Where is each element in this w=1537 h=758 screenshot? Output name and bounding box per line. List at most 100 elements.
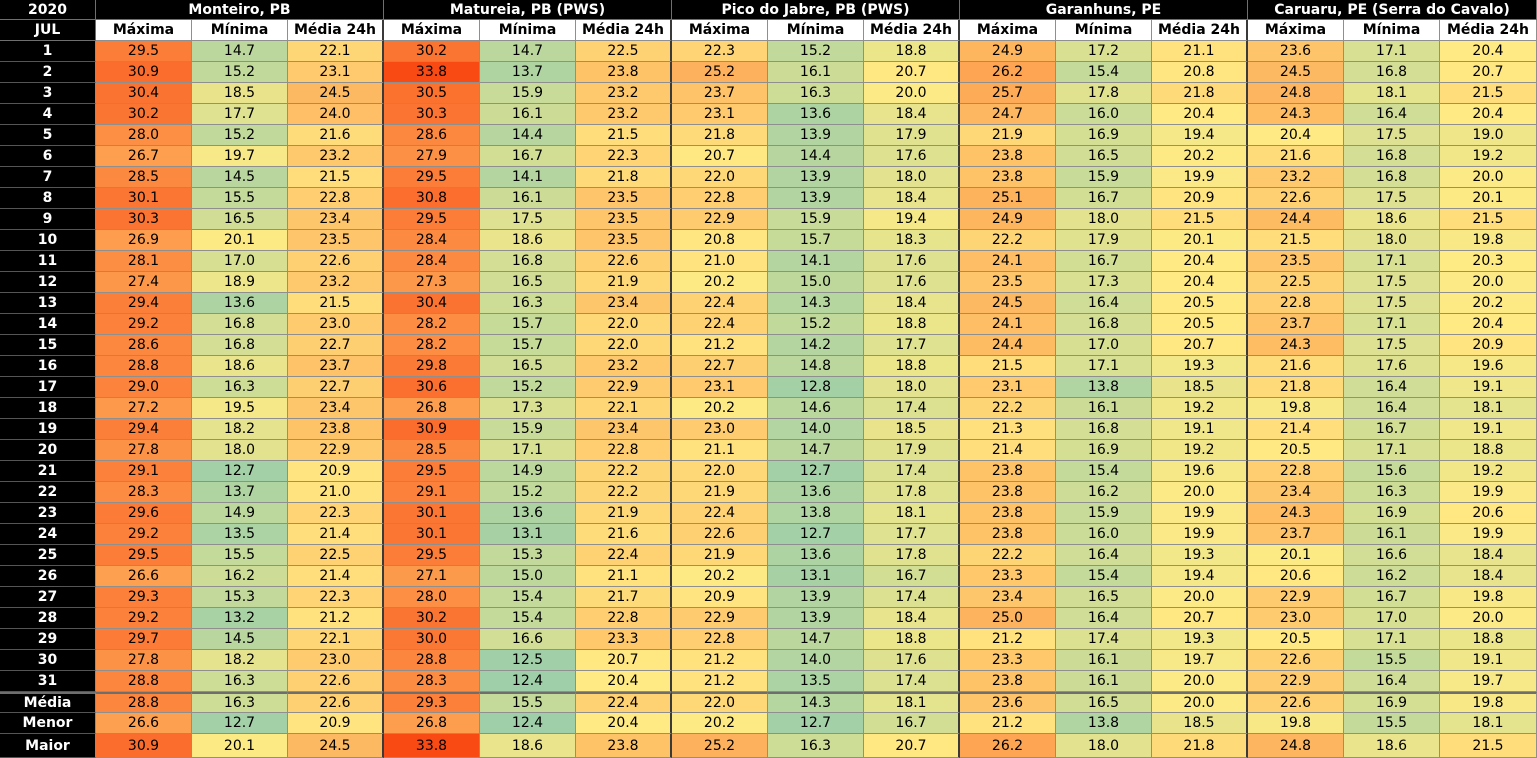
monteiro-day-6-minima-cell: 19.7 xyxy=(192,146,288,167)
caruaru-day-17-maxima-cell: 21.8 xyxy=(1248,377,1344,398)
day-6-label: 6 xyxy=(0,146,96,167)
caruaru-summary-menor-maxima-cell: 19.8 xyxy=(1248,713,1344,734)
matureia-day-23-media-24h-cell: 21.9 xyxy=(576,503,672,524)
pico-do-jabre-day-4-maxima-cell: 23.1 xyxy=(672,104,768,125)
garanhuns-day-5-media-24h-cell: 19.4 xyxy=(1152,125,1248,146)
pico-do-jabre-day-27-minima-cell: 13.9 xyxy=(768,587,864,608)
caruaru-day-2-minima-cell: 16.8 xyxy=(1344,62,1440,83)
caruaru-day-15-minima-cell: 17.5 xyxy=(1344,335,1440,356)
matureia-day-30-media-24h-cell: 20.7 xyxy=(576,650,672,671)
caruaru-day-24-maxima-cell: 23.7 xyxy=(1248,524,1344,545)
monteiro-day-25-minima-cell: 15.5 xyxy=(192,545,288,566)
matureia-summary-media-media-24h-cell: 22.4 xyxy=(576,692,672,713)
garanhuns-summary-media-minima-cell: 16.5 xyxy=(1056,692,1152,713)
caruaru-day-29-maxima-cell: 20.5 xyxy=(1248,629,1344,650)
day-23-label: 23 xyxy=(0,503,96,524)
garanhuns-day-13-media-24h-cell: 20.5 xyxy=(1152,293,1248,314)
monteiro-day-31-maxima-cell: 28.8 xyxy=(96,671,192,692)
pico-do-jabre-day-19-media-24h-cell: 18.5 xyxy=(864,419,960,440)
monteiro-day-24-minima-cell: 13.5 xyxy=(192,524,288,545)
matureia-day-21-media-24h-cell: 22.2 xyxy=(576,461,672,482)
day-9-label: 9 xyxy=(0,209,96,230)
matureia-summary-maior-maxima-cell: 33.8 xyxy=(384,734,480,758)
matureia-day-17-media-24h-cell: 22.9 xyxy=(576,377,672,398)
matureia-day-4-maxima-cell: 30.3 xyxy=(384,104,480,125)
monteiro-day-23-maxima-cell: 29.6 xyxy=(96,503,192,524)
garanhuns-day-3-minima-cell: 17.8 xyxy=(1056,83,1152,104)
garanhuns-day-26-maxima-cell: 23.3 xyxy=(960,566,1056,587)
matureia-day-6-minima-cell: 16.7 xyxy=(480,146,576,167)
caruaru-day-25-maxima-cell: 20.1 xyxy=(1248,545,1344,566)
station-header-garanhuns: Garanhuns, PE xyxy=(960,0,1248,20)
pico-do-jabre-day-5-maxima-cell: 21.8 xyxy=(672,125,768,146)
caruaru-day-27-media-24h-cell: 19.8 xyxy=(1440,587,1537,608)
day-3-label: 3 xyxy=(0,83,96,104)
monteiro-day-10-minima-cell: 20.1 xyxy=(192,230,288,251)
matureia-day-12-maxima-cell: 27.3 xyxy=(384,272,480,293)
caruaru-day-19-maxima-cell: 21.4 xyxy=(1248,419,1344,440)
monteiro-day-27-media-24h-cell: 22.3 xyxy=(288,587,384,608)
monteiro-summary-media-maxima-cell: 28.8 xyxy=(96,692,192,713)
monteiro-day-5-minima-cell: 15.2 xyxy=(192,125,288,146)
matureia-summary-maior-media-24h-cell: 23.8 xyxy=(576,734,672,758)
caruaru-day-22-maxima-cell: 23.4 xyxy=(1248,482,1344,503)
pico-do-jabre-day-14-media-24h-cell: 18.8 xyxy=(864,314,960,335)
garanhuns-day-10-maxima-cell: 22.2 xyxy=(960,230,1056,251)
monteiro-day-29-maxima-cell: 29.7 xyxy=(96,629,192,650)
monteiro-day-13-minima-cell: 13.6 xyxy=(192,293,288,314)
garanhuns-day-16-maxima-cell: 21.5 xyxy=(960,356,1056,377)
garanhuns-day-2-maxima-cell: 26.2 xyxy=(960,62,1056,83)
matureia-day-31-maxima-cell: 28.3 xyxy=(384,671,480,692)
monteiro-day-9-minima-cell: 16.5 xyxy=(192,209,288,230)
pico-do-jabre-maxima-header: Máxima xyxy=(672,20,768,41)
monteiro-day-16-media-24h-cell: 23.7 xyxy=(288,356,384,377)
matureia-day-27-media-24h-cell: 21.7 xyxy=(576,587,672,608)
day-8-label: 8 xyxy=(0,188,96,209)
day-24-label: 24 xyxy=(0,524,96,545)
pico-do-jabre-day-9-minima-cell: 15.9 xyxy=(768,209,864,230)
monteiro-day-14-media-24h-cell: 23.0 xyxy=(288,314,384,335)
pico-do-jabre-summary-menor-maxima-cell: 20.2 xyxy=(672,713,768,734)
caruaru-day-4-maxima-cell: 24.3 xyxy=(1248,104,1344,125)
garanhuns-day-10-minima-cell: 17.9 xyxy=(1056,230,1152,251)
matureia-day-11-media-24h-cell: 22.6 xyxy=(576,251,672,272)
monteiro-minima-header: Mínima xyxy=(192,20,288,41)
matureia-day-16-minima-cell: 16.5 xyxy=(480,356,576,377)
summary-menor-label: Menor xyxy=(0,713,96,734)
day-12-label: 12 xyxy=(0,272,96,293)
caruaru-day-9-minima-cell: 18.6 xyxy=(1344,209,1440,230)
monteiro-summary-maior-media-24h-cell: 24.5 xyxy=(288,734,384,758)
garanhuns-day-18-maxima-cell: 22.2 xyxy=(960,398,1056,419)
garanhuns-day-2-minima-cell: 15.4 xyxy=(1056,62,1152,83)
garanhuns-day-28-minima-cell: 16.4 xyxy=(1056,608,1152,629)
garanhuns-day-11-maxima-cell: 24.1 xyxy=(960,251,1056,272)
day-22-label: 22 xyxy=(0,482,96,503)
monteiro-day-6-media-24h-cell: 23.2 xyxy=(288,146,384,167)
monteiro-day-14-maxima-cell: 29.2 xyxy=(96,314,192,335)
station-header-monteiro: Monteiro, PB xyxy=(96,0,384,20)
pico-do-jabre-day-1-minima-cell: 15.2 xyxy=(768,41,864,62)
monteiro-day-19-minima-cell: 18.2 xyxy=(192,419,288,440)
monteiro-day-11-minima-cell: 17.0 xyxy=(192,251,288,272)
monteiro-day-6-maxima-cell: 26.7 xyxy=(96,146,192,167)
station-header-pico-do-jabre: Pico do Jabre, PB (PWS) xyxy=(672,0,960,20)
pico-do-jabre-day-8-maxima-cell: 22.8 xyxy=(672,188,768,209)
matureia-day-11-maxima-cell: 28.4 xyxy=(384,251,480,272)
matureia-day-15-media-24h-cell: 22.0 xyxy=(576,335,672,356)
garanhuns-day-9-maxima-cell: 24.9 xyxy=(960,209,1056,230)
monteiro-day-25-maxima-cell: 29.5 xyxy=(96,545,192,566)
garanhuns-day-2-media-24h-cell: 20.8 xyxy=(1152,62,1248,83)
matureia-summary-menor-minima-cell: 12.4 xyxy=(480,713,576,734)
pico-do-jabre-day-21-media-24h-cell: 17.4 xyxy=(864,461,960,482)
matureia-minima-header: Mínima xyxy=(480,20,576,41)
garanhuns-day-19-minima-cell: 16.8 xyxy=(1056,419,1152,440)
pico-do-jabre-day-31-minima-cell: 13.5 xyxy=(768,671,864,692)
pico-do-jabre-day-30-media-24h-cell: 17.6 xyxy=(864,650,960,671)
matureia-day-17-maxima-cell: 30.6 xyxy=(384,377,480,398)
pico-do-jabre-day-17-minima-cell: 12.8 xyxy=(768,377,864,398)
matureia-day-5-minima-cell: 14.4 xyxy=(480,125,576,146)
monteiro-day-18-media-24h-cell: 23.4 xyxy=(288,398,384,419)
pico-do-jabre-day-18-media-24h-cell: 17.4 xyxy=(864,398,960,419)
matureia-day-12-media-24h-cell: 21.9 xyxy=(576,272,672,293)
pico-do-jabre-day-1-maxima-cell: 22.3 xyxy=(672,41,768,62)
